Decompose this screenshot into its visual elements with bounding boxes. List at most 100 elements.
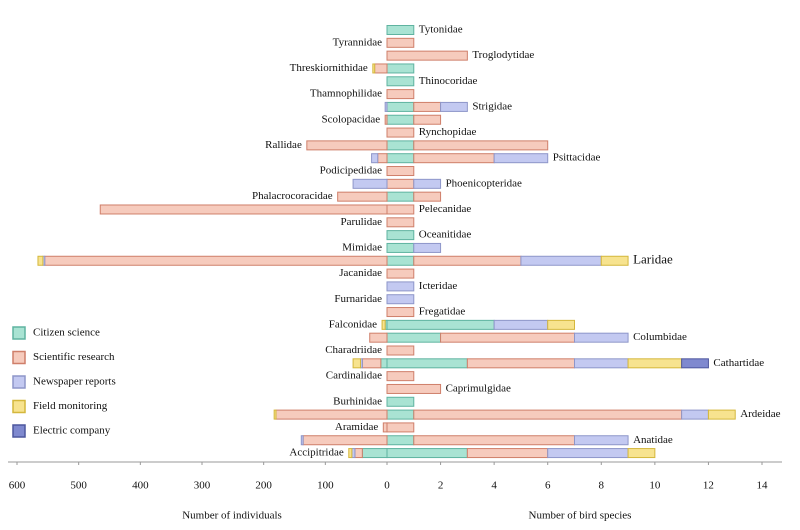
legend-label: Scientific research	[33, 351, 115, 363]
bar-segment	[386, 230, 415, 241]
bar-segment	[386, 217, 415, 228]
x-tick-label: 0	[384, 480, 390, 492]
bar-segment	[386, 204, 415, 215]
category-label: Icteridae	[419, 280, 458, 292]
category-label: Strigidae	[472, 100, 512, 112]
bar-segment	[273, 409, 277, 420]
category-label: Parulidae	[340, 216, 382, 228]
category-label: Phalacrocoracidae	[252, 190, 333, 202]
bar-segment	[413, 140, 549, 151]
category-label: Falconidae	[329, 318, 377, 330]
bar-segment	[386, 63, 415, 74]
bar-segment	[520, 255, 602, 266]
bar-segment	[600, 255, 629, 266]
bar-segment	[382, 422, 388, 433]
legend-label: Field monitoring	[33, 400, 108, 412]
bar-segment	[386, 25, 415, 35]
bar-segment	[413, 191, 442, 202]
bar-segment	[413, 255, 522, 266]
category-label: Threskiornithidae	[290, 62, 368, 74]
category-label: Oceanitidae	[419, 229, 472, 241]
bar-segment	[352, 178, 388, 189]
category-label: Accipitridae	[289, 447, 343, 459]
x-tick-label-left: 500	[70, 480, 87, 492]
bar-segment	[707, 409, 736, 420]
category-label: Caprimulgidae	[446, 382, 511, 394]
bar-segment	[386, 294, 415, 305]
category-label: Fregatidae	[419, 306, 466, 318]
bar-segment	[386, 332, 442, 343]
bar-segment	[361, 358, 382, 369]
bar-segment	[440, 332, 576, 343]
bar-segment	[466, 448, 549, 459]
category-label: Pelecanidae	[419, 203, 472, 215]
bar-segment	[374, 63, 388, 74]
bar-segment	[627, 358, 683, 369]
bar-segment	[384, 114, 388, 125]
bar-segment	[372, 63, 376, 74]
bar-segment	[306, 140, 388, 151]
bar-segment	[386, 448, 468, 459]
bar-segment	[681, 358, 709, 369]
legend-swatch	[12, 375, 26, 389]
x-tick-label: 14	[757, 480, 769, 492]
bar-segment	[380, 358, 388, 369]
category-label: Troglodytidae	[472, 49, 534, 61]
x-tick-label-left: 100	[317, 480, 334, 492]
bar-segment	[413, 101, 442, 112]
bar-segment	[547, 448, 629, 459]
x-axis-label-left: Number of individuals	[182, 510, 282, 522]
bar-segment	[413, 435, 575, 446]
bar-segment	[413, 114, 442, 125]
category-label: Furnaridae	[334, 293, 382, 305]
bar-segment	[377, 153, 388, 164]
bar-segment	[413, 409, 683, 420]
bar-segment	[384, 101, 388, 112]
x-tick-label: 8	[599, 480, 605, 492]
bar-segment	[413, 242, 442, 253]
bar-segment	[361, 448, 388, 459]
bar-segment	[386, 50, 468, 61]
category-label: Columbidae	[633, 331, 687, 343]
category-label: Laridae	[633, 252, 673, 267]
bar-segment	[386, 166, 415, 177]
bar-segment	[386, 422, 415, 433]
bar-segment	[386, 101, 415, 112]
bar-segment	[440, 101, 468, 112]
x-tick-label: 10	[649, 480, 661, 492]
bar-segment	[275, 409, 388, 420]
category-label: Burhinidae	[333, 395, 382, 407]
category-label: Mimidae	[342, 241, 382, 253]
bar-segment	[547, 319, 576, 330]
legend-label: Newspaper reports	[33, 376, 116, 388]
category-label: Ardeidae	[740, 408, 780, 420]
bar-segment	[386, 409, 415, 420]
bar-segment	[386, 435, 415, 446]
bar-segment	[302, 435, 388, 446]
bar-segment	[386, 242, 415, 253]
legend-swatch	[12, 350, 26, 365]
category-label: Thinocoridae	[419, 75, 478, 87]
bar-segment	[386, 127, 415, 138]
bar-segment	[386, 153, 415, 164]
category-label: Anatidae	[633, 434, 673, 446]
bar-segment	[413, 153, 495, 164]
bar-segment	[386, 89, 415, 100]
bar-segment	[627, 448, 656, 459]
bar-segment	[99, 204, 388, 215]
x-tick-label-left: 400	[132, 480, 149, 492]
x-tick-label: 2	[438, 480, 444, 492]
legend-swatch	[12, 399, 26, 414]
category-label: Tyrannidae	[333, 36, 382, 48]
category-label: Psittacidae	[553, 152, 601, 164]
bar-segment	[44, 255, 388, 266]
bar-segment	[386, 345, 415, 356]
bar-segment	[493, 319, 549, 330]
bar-segment	[337, 191, 388, 202]
legend-swatch	[12, 424, 26, 438]
x-tick-label: 6	[545, 480, 551, 492]
bar-segment	[348, 448, 353, 459]
bar-segment	[37, 255, 44, 266]
category-label: Rynchopidae	[419, 126, 477, 138]
